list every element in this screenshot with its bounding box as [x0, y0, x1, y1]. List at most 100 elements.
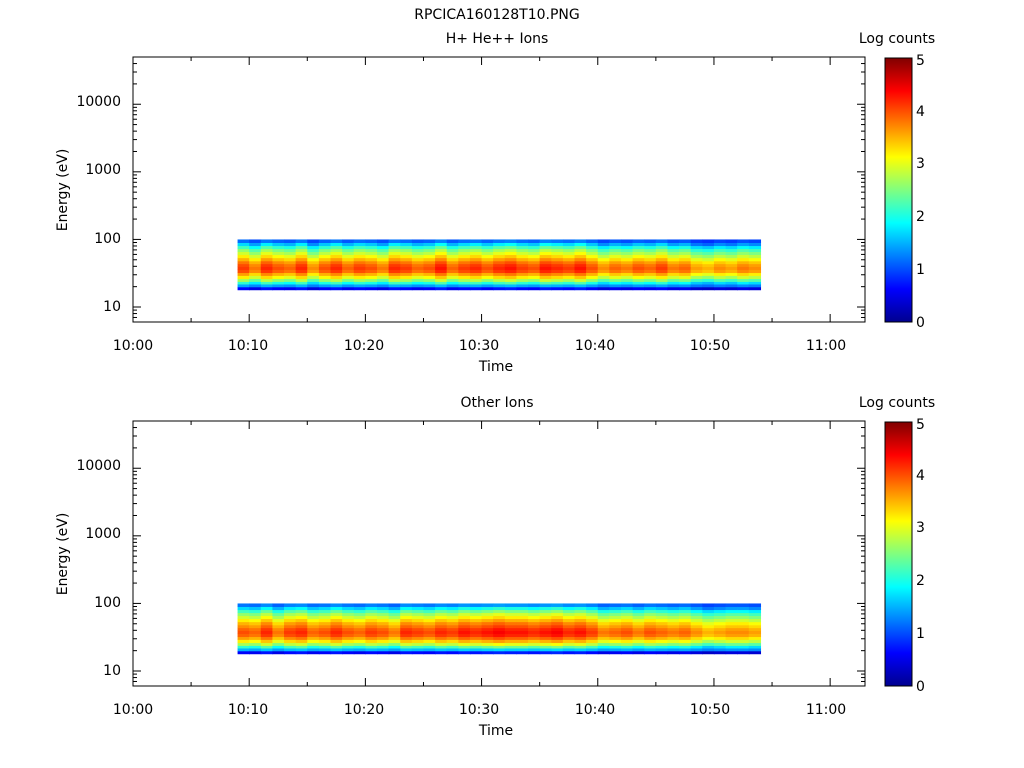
spectrogram-cell	[446, 645, 459, 649]
spectrogram-cell	[655, 239, 669, 243]
spectrogram-cell	[342, 239, 355, 243]
spectrogram-cell	[655, 251, 669, 256]
spectrogram-cell	[655, 650, 669, 655]
spectrogram-cell	[713, 286, 727, 291]
spectrogram-cell	[504, 627, 518, 631]
spectrogram-cell	[504, 281, 518, 285]
spectrogram-cell	[307, 266, 320, 271]
spectrogram-cell	[388, 630, 401, 635]
spectrogram-cell	[330, 609, 343, 614]
spectrogram-cell	[574, 645, 587, 649]
spectrogram-cell	[516, 642, 529, 646]
spectrogram-cell	[318, 278, 332, 282]
spectrogram-cell	[621, 260, 634, 265]
spectrogram-cell	[272, 612, 285, 617]
spectrogram-cell	[249, 286, 262, 291]
spectrogram-cell	[528, 266, 541, 271]
spectrogram-cell	[562, 650, 576, 655]
spectrogram-cell	[586, 286, 599, 291]
spectrogram-cell	[644, 242, 657, 247]
spectrogram-cell	[365, 603, 378, 607]
spectrogram-cell	[574, 609, 587, 614]
spectrogram-cell	[377, 633, 390, 638]
spectrogram-cell	[423, 606, 436, 611]
spectrogram-cell	[504, 647, 518, 652]
y-axis-label: Energy (eV)	[55, 513, 71, 596]
spectrogram-cell	[632, 630, 645, 635]
spectrogram-cell	[655, 269, 669, 274]
spectrogram-cell	[365, 257, 378, 262]
y-tick-labels: 10 100 1000 10000	[76, 94, 121, 315]
spectrogram-cell	[272, 260, 285, 265]
spectrogram-cell	[481, 242, 494, 247]
spectrogram-cell	[655, 636, 669, 640]
spectrogram-cell	[597, 254, 610, 259]
spectrogram-cell	[702, 639, 715, 644]
spectrogram-cell	[400, 630, 413, 635]
spectrogram-cell	[551, 609, 564, 614]
spectrogram-cell	[260, 612, 274, 617]
spectrogram-cell	[516, 281, 529, 285]
spectrogram-cell	[260, 624, 274, 629]
spectrogram-cell	[435, 645, 448, 649]
spectrogram-cell	[435, 624, 448, 629]
spectrogram-cell	[748, 615, 762, 620]
spectrogram-cell	[423, 624, 436, 629]
spectrogram-cell	[330, 245, 343, 250]
spectrogram-cell	[388, 618, 401, 623]
spectrogram-cell	[353, 242, 366, 247]
spectrogram-cell	[318, 257, 332, 262]
spectrogram-cell	[516, 286, 529, 291]
spectrogram-cell	[400, 645, 413, 649]
spectrogram-cell	[400, 615, 413, 620]
spectrogram-cell	[458, 272, 471, 276]
spectrogram-cell	[609, 603, 622, 607]
spectrogram-cell	[272, 636, 285, 640]
spectrogram-cell	[516, 650, 529, 655]
spectrogram-cell	[260, 239, 274, 243]
spectrogram-cell	[621, 281, 634, 285]
spectrogram-cell	[388, 272, 401, 276]
spectrogram-cell	[435, 266, 448, 271]
spectrogram-cell	[574, 633, 587, 638]
spectrogram-cell	[597, 606, 610, 611]
spectrogram-cell	[388, 263, 401, 267]
spectrogram-cell	[632, 624, 645, 629]
spectrogram-cell	[469, 639, 483, 644]
spectrogram-cell	[272, 263, 285, 267]
spectrogram-cell	[632, 239, 645, 243]
spectrogram-cell	[690, 286, 703, 291]
spectrogram-cell	[481, 633, 494, 638]
spectrogram-cell	[446, 642, 459, 646]
spectrogram-cell	[365, 286, 378, 291]
spectrogram-cell	[295, 248, 308, 253]
spectrogram-cell	[690, 239, 703, 243]
spectrogram-cell	[423, 251, 436, 256]
spectrogram-cell	[411, 621, 425, 626]
spectrogram-cell	[516, 269, 529, 274]
spectrogram-cell	[597, 278, 610, 282]
spectrogram-cell	[249, 609, 262, 614]
spectrogram-cell	[586, 254, 599, 259]
spectrogram-cell	[307, 242, 320, 247]
spectrogram-cell	[446, 278, 459, 282]
spectrogram-cell	[446, 263, 459, 267]
spectrogram-cell	[365, 281, 378, 285]
spectrogram-cell	[446, 627, 459, 631]
spectrogram-cell	[435, 275, 448, 280]
spectrogram-cell	[528, 260, 541, 265]
spectrogram-cell	[446, 248, 459, 253]
spectrogram-cell	[574, 248, 587, 253]
spectrogram-cell	[400, 642, 413, 646]
spectrogram-cell	[655, 642, 669, 646]
spectrogram-cell	[237, 621, 250, 626]
spectrogram-cell	[284, 269, 297, 274]
spectrogram-cell	[679, 621, 692, 626]
spectrogram-cell	[237, 603, 250, 607]
spectrogram-cell	[423, 245, 436, 250]
spectrogram-cell	[435, 248, 448, 253]
spectrogram-cell	[702, 618, 715, 623]
spectrogram-cell	[330, 248, 343, 253]
spectrogram-cell	[504, 263, 518, 267]
